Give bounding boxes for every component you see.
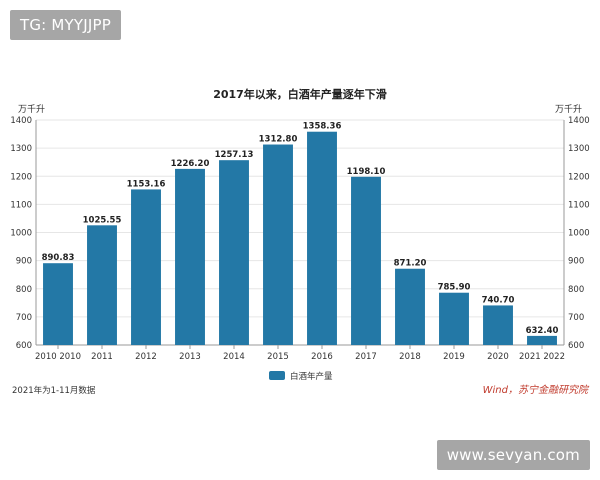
x-tick-label: 2017 bbox=[355, 352, 377, 362]
source-credit: Wind，苏宁金融研究院 bbox=[483, 384, 590, 396]
bar-2020[interactable] bbox=[483, 305, 513, 345]
y-axis-unit-left: 万千升 bbox=[18, 104, 45, 115]
bar-2018[interactable] bbox=[395, 268, 425, 345]
data-label-2015: 1312.80 bbox=[259, 135, 298, 145]
y-axis-unit-right: 万千升 bbox=[555, 104, 582, 115]
data-label-2011: 1025.55 bbox=[83, 215, 122, 225]
x-tick-label: 2020 bbox=[487, 352, 509, 362]
data-labels: 890.83 1025.55 1153.16 1226.20 1257.13 1312.8… bbox=[42, 122, 559, 336]
data-label-2020: 740.70 bbox=[482, 295, 515, 305]
bar-2013[interactable] bbox=[175, 168, 205, 345]
x-tick-label: 2015 bbox=[267, 352, 289, 362]
y-tick-label-left: 900 bbox=[16, 257, 32, 267]
bar-2021[interactable] bbox=[527, 335, 557, 345]
x-tick-label: 2019 bbox=[443, 352, 465, 362]
y-tick-label-left: 1300 bbox=[10, 144, 32, 154]
y-tick-label-right: 1200 bbox=[568, 172, 590, 182]
data-label-2021: 632.40 bbox=[526, 326, 559, 336]
y-tick-label-right: 1400 bbox=[568, 116, 590, 126]
y-tick-label-left: 1100 bbox=[10, 200, 32, 210]
y-tick-label-left: 1400 bbox=[10, 116, 32, 126]
data-label-2018: 871.20 bbox=[394, 259, 427, 269]
y-tick-label-right: 1100 bbox=[568, 200, 590, 210]
data-label-2012: 1153.16 bbox=[127, 179, 166, 189]
bar-2012[interactable] bbox=[131, 189, 161, 345]
x-tick-label: 2013 bbox=[179, 352, 201, 362]
y-tick-label-left: 800 bbox=[16, 285, 32, 295]
bar-2019[interactable] bbox=[439, 292, 469, 345]
x-ticks: 2010 2010 2011 2012 2013 2014 2015 2016 2017 201… bbox=[35, 345, 565, 362]
y-tick-label-right: 800 bbox=[568, 285, 584, 295]
y-tick-label-right: 600 bbox=[568, 341, 584, 351]
chart-title: 2017年以来，白酒年产量逐年下滑 bbox=[213, 87, 387, 101]
y-ticks-left: 600 700 800 900 1000 1100 1200 1300 1400 bbox=[10, 116, 32, 351]
y-tick-label-right: 1000 bbox=[568, 229, 590, 239]
bar-2015[interactable] bbox=[263, 144, 293, 345]
bar-2010[interactable] bbox=[43, 263, 73, 345]
data-label-2010: 890.83 bbox=[42, 253, 75, 263]
x-tick-label: 2011 bbox=[91, 352, 113, 362]
x-tick-label: 2016 bbox=[311, 352, 333, 362]
data-label-2014: 1257.13 bbox=[215, 150, 254, 160]
axes bbox=[35, 120, 565, 346]
legend-swatch[interactable] bbox=[269, 371, 285, 380]
y-tick-label-left: 1200 bbox=[10, 172, 32, 182]
data-label-2013: 1226.20 bbox=[171, 159, 210, 169]
x-tick-label: 2010 2010 bbox=[35, 352, 81, 362]
footnote: 2021年为1-11月数据 bbox=[12, 385, 96, 396]
y-tick-label-left: 600 bbox=[16, 341, 32, 351]
bar-2017[interactable] bbox=[351, 176, 381, 345]
x-tick-label: 2014 bbox=[223, 352, 245, 362]
x-tick-label: 2021 2022 bbox=[519, 352, 565, 362]
legend-label[interactable]: 白酒年产量 bbox=[290, 371, 333, 382]
data-label-2017: 1198.10 bbox=[347, 167, 386, 177]
bars bbox=[43, 131, 557, 345]
watermark-bottom: www.sevyan.com bbox=[436, 440, 590, 470]
y-tick-label-right: 1300 bbox=[568, 144, 590, 154]
y-tick-label-left: 700 bbox=[16, 313, 32, 323]
bar-2016[interactable] bbox=[307, 131, 337, 345]
bar-2014[interactable] bbox=[219, 160, 249, 345]
data-label-2019: 785.90 bbox=[438, 283, 471, 293]
x-tick-label: 2012 bbox=[135, 352, 157, 362]
data-label-2016: 1358.36 bbox=[303, 122, 342, 132]
y-ticks-right: 600 700 800 900 1000 1100 1200 1300 1400 bbox=[568, 116, 590, 351]
y-tick-label-left: 1000 bbox=[10, 229, 32, 239]
y-tick-label-right: 700 bbox=[568, 313, 584, 323]
watermark-top: TG: MYYJJPP bbox=[10, 10, 122, 40]
y-tick-label-right: 900 bbox=[568, 257, 584, 267]
bar-2011[interactable] bbox=[87, 225, 117, 345]
legend[interactable]: 白酒年产量 bbox=[269, 371, 333, 382]
x-tick-label: 2018 bbox=[399, 352, 421, 362]
